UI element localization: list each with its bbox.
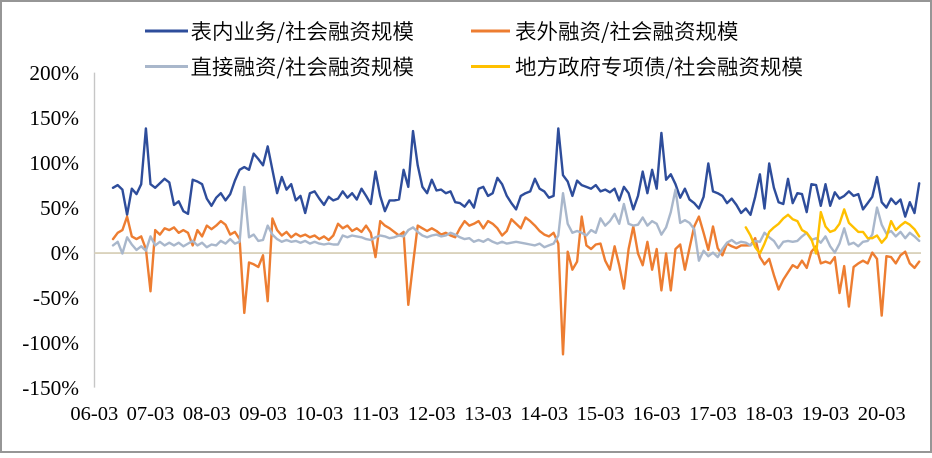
svg-text:-50%: -50% bbox=[33, 286, 79, 310]
svg-text:-150%: -150% bbox=[22, 376, 79, 400]
svg-text:17-03: 17-03 bbox=[689, 403, 737, 425]
svg-text:0%: 0% bbox=[51, 241, 80, 265]
svg-text:11-03: 11-03 bbox=[352, 403, 399, 425]
svg-text:200%: 200% bbox=[29, 61, 79, 85]
svg-text:13-03: 13-03 bbox=[464, 403, 512, 425]
svg-text:-100%: -100% bbox=[22, 331, 79, 355]
svg-text:100%: 100% bbox=[29, 151, 79, 175]
svg-text:12-03: 12-03 bbox=[408, 403, 456, 425]
svg-text:150%: 150% bbox=[29, 106, 79, 130]
svg-text:20-03: 20-03 bbox=[858, 403, 906, 425]
svg-text:07-03: 07-03 bbox=[127, 403, 175, 425]
svg-text:15-03: 15-03 bbox=[577, 403, 625, 425]
svg-text:10-03: 10-03 bbox=[295, 403, 343, 425]
svg-text:16-03: 16-03 bbox=[633, 403, 681, 425]
svg-text:50%: 50% bbox=[40, 196, 79, 220]
svg-text:06-03: 06-03 bbox=[70, 403, 118, 425]
svg-text:08-03: 08-03 bbox=[183, 403, 231, 425]
svg-text:09-03: 09-03 bbox=[239, 403, 287, 425]
svg-text:14-03: 14-03 bbox=[520, 403, 568, 425]
svg-text:19-03: 19-03 bbox=[801, 403, 849, 425]
svg-text:18-03: 18-03 bbox=[745, 403, 793, 425]
